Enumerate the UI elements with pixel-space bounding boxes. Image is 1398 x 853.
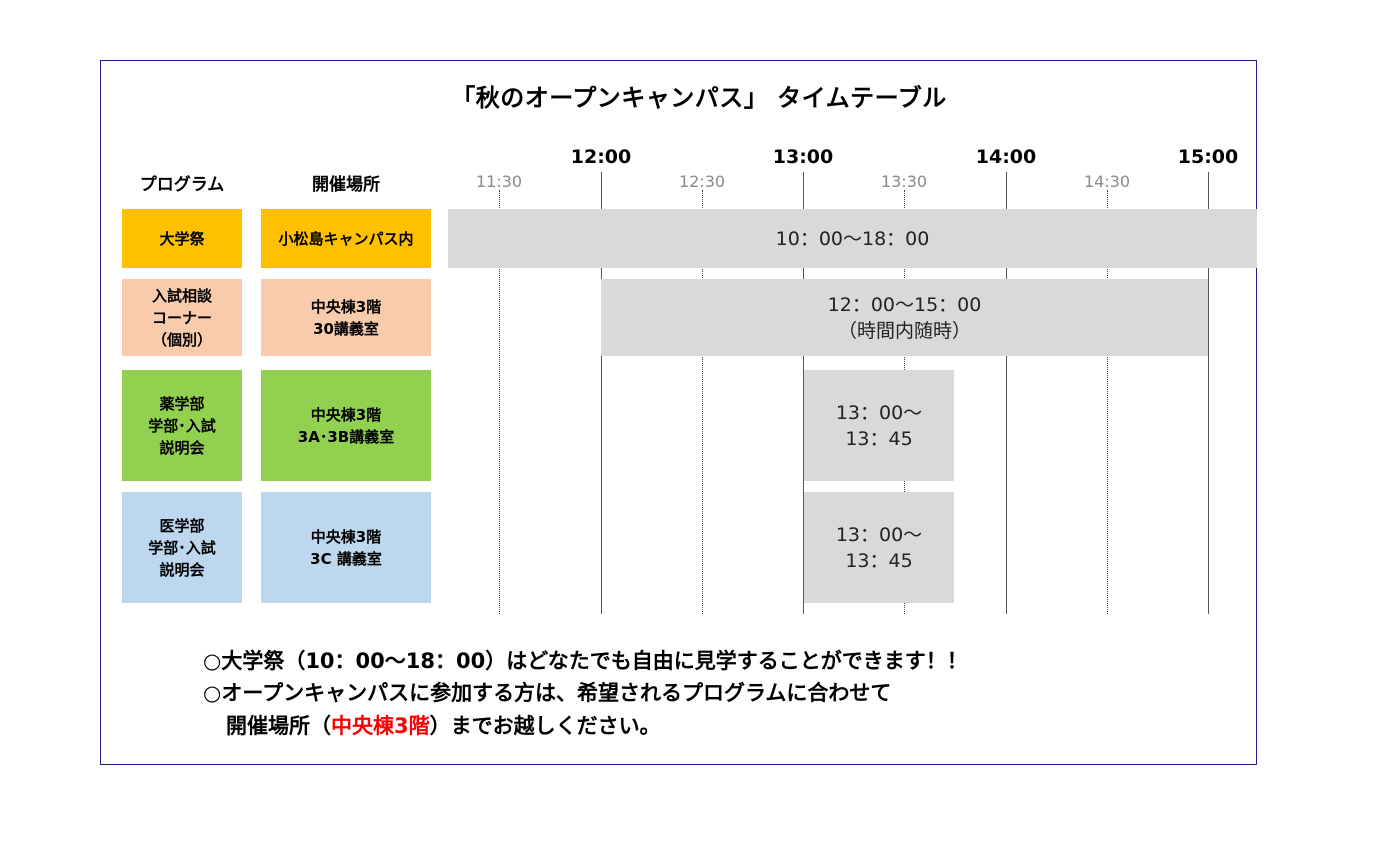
time-bar-medicine: 13：00～ 13：45: [804, 492, 954, 603]
hour-gridline-15: [1208, 172, 1209, 614]
time-bar-festival: 10：00～18：00: [448, 209, 1257, 268]
time-bar-pharmacy: 13：00～ 13：45: [804, 370, 954, 481]
half-hour-gridline-1230: [702, 190, 703, 614]
half-hour-gridline-1130: [499, 190, 500, 614]
hour-label-13: 13:00: [772, 146, 834, 168]
program-box-pharmacy: 薬学部 学部･入試 説明会: [122, 370, 242, 481]
timetable-frame: [100, 60, 1257, 765]
program-box-medicine: 医学部 学部･入試 説明会: [122, 492, 242, 603]
note-location-suffix: ）までお越しください。: [429, 714, 661, 738]
time-bar-consultation: 12：00～15：00 （時間内随時）: [601, 279, 1208, 356]
hour-gridline-12: [601, 172, 602, 614]
location-box-pharmacy: 中央棟3階 3A･3B講義室: [261, 370, 431, 481]
location-column-header: 開催場所: [312, 175, 380, 195]
program-column-header: プログラム: [139, 175, 225, 195]
page-title: 「秋のオープンキャンパス」 タイムテーブル: [451, 84, 947, 112]
half-hour-label-1130: 11:30: [475, 172, 523, 191]
note-festival: ○大学祭（10：00～18：00）はどなたでも自由に見学することができます！！: [203, 649, 968, 673]
program-box-consultation: 入試相談 コーナー （個別）: [122, 279, 242, 356]
hour-gridline-14: [1006, 172, 1007, 614]
note-location-prefix: 開催場所（: [226, 714, 331, 738]
location-box-festival: 小松島キャンパス内: [261, 209, 431, 268]
hour-label-15: 15:00: [1177, 146, 1239, 168]
half-hour-label-1430: 14:30: [1083, 172, 1131, 191]
note-location-highlight: 中央棟3階: [331, 714, 430, 738]
half-hour-label-1330: 13:30: [880, 172, 928, 191]
location-box-medicine: 中央棟3階 3C 講義室: [261, 492, 431, 603]
hour-label-14: 14:00: [975, 146, 1037, 168]
note-participation: ○オープンキャンパスに参加する方は、希望されるプログラムに合わせて: [203, 681, 892, 705]
note-location: 開催場所（中央棟3階）までお越しください。: [226, 710, 661, 740]
program-box-festival: 大学祭: [122, 209, 242, 268]
hour-label-12: 12:00: [570, 146, 632, 168]
half-hour-gridline-1430: [1107, 190, 1108, 614]
location-box-consultation: 中央棟3階 30講義室: [261, 279, 431, 356]
hour-gridline-13: [803, 172, 804, 614]
half-hour-label-1230: 12:30: [678, 172, 726, 191]
